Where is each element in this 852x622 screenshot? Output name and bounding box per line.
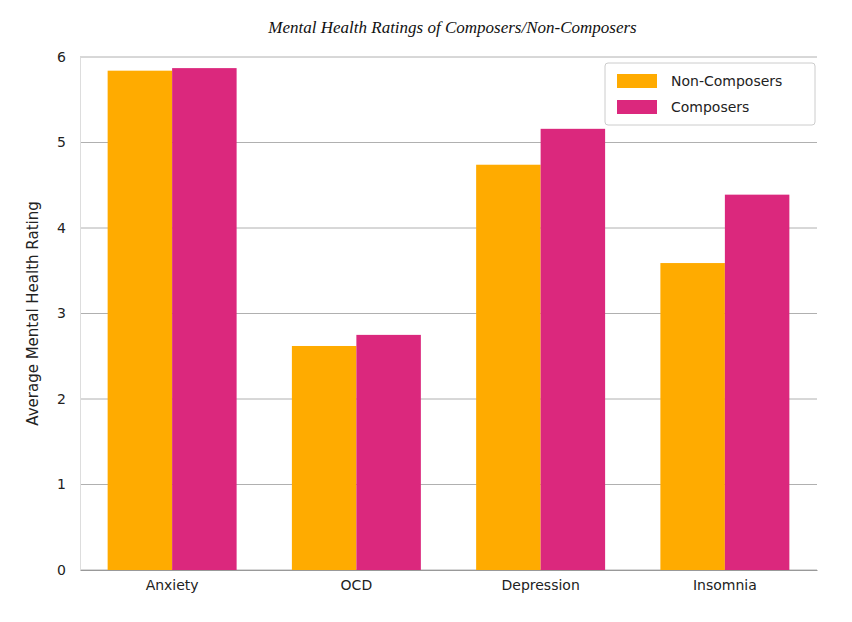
y-tick-label: 4 [57, 220, 66, 236]
y-tick: 6 [57, 49, 80, 65]
y-tick: 2 [57, 391, 80, 407]
legend-item: Non-Composers [617, 73, 782, 89]
y-axis: 0 1 2 3 4 5 6 [57, 49, 80, 578]
bar [172, 68, 236, 570]
bar [476, 165, 540, 570]
bar [660, 263, 724, 570]
x-tick-label: Insomnia [693, 577, 757, 593]
legend: Non-Composers Composers [605, 63, 815, 125]
y-tick: 0 [57, 562, 80, 578]
x-tick: Insomnia [693, 570, 757, 593]
legend-label: Non-Composers [671, 73, 782, 89]
legend-swatch [617, 74, 657, 88]
chart-svg: Anxiety OCD Depression Insomnia 0 1 2 3 4 5 6 Avera… [0, 0, 852, 622]
bar [108, 71, 172, 570]
bar [541, 129, 605, 570]
x-tick-label: OCD [341, 577, 373, 593]
bars [108, 68, 790, 570]
x-axis: Anxiety OCD Depression Insomnia [81, 570, 818, 593]
legend-swatch [617, 100, 657, 114]
chart-container: Anxiety OCD Depression Insomnia 0 1 2 3 4 5 6 Avera… [0, 0, 852, 622]
y-tick-label: 0 [57, 562, 66, 578]
y-tick: 3 [57, 305, 80, 321]
legend-item: Composers [617, 99, 749, 115]
y-tick-label: 2 [57, 391, 66, 407]
y-tick: 4 [57, 220, 80, 236]
bar [356, 335, 420, 570]
y-tick-label: 5 [57, 134, 66, 150]
y-tick: 1 [57, 476, 80, 492]
legend-box [605, 63, 815, 125]
chart-title: Mental Health Ratings of Composers/Non-C… [267, 18, 637, 37]
x-tick-label: Anxiety [146, 577, 199, 593]
bar [292, 346, 356, 570]
bar [725, 195, 789, 570]
x-axis-line [81, 570, 818, 571]
grid [80, 57, 817, 570]
y-axis-line [80, 58, 81, 571]
x-tick: Anxiety [146, 570, 199, 593]
y-axis-title: Average Mental Health Rating [24, 201, 42, 425]
y-tick: 5 [57, 134, 80, 150]
y-tick-label: 6 [57, 49, 66, 65]
x-tick: Depression [501, 570, 579, 593]
x-tick-label: Depression [501, 577, 579, 593]
y-tick-label: 3 [57, 305, 66, 321]
legend-label: Composers [671, 99, 749, 115]
x-tick: OCD [341, 570, 373, 593]
grid-line [80, 57, 817, 58]
y-tick-label: 1 [57, 476, 66, 492]
